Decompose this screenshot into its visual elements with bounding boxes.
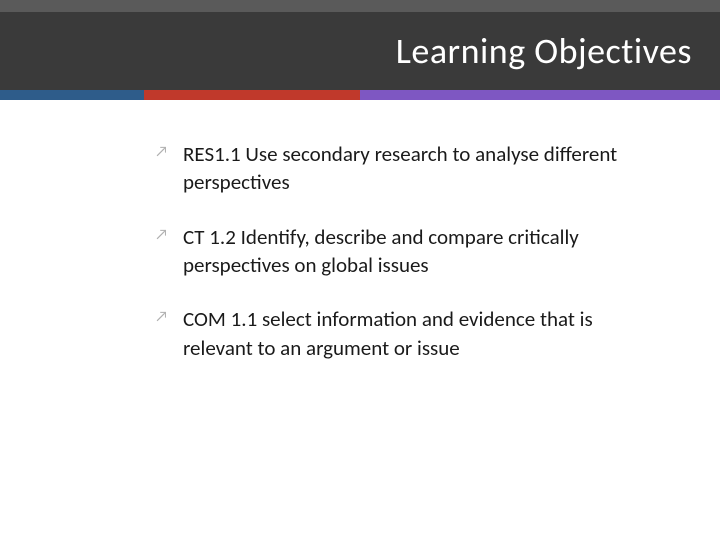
slide-content: RES1.1 Use secondary research to analyse… (0, 100, 720, 362)
objectives-list: RES1.1 Use secondary research to analyse… (155, 140, 660, 362)
accent-segment-2 (144, 90, 360, 100)
list-item: RES1.1 Use secondary research to analyse… (155, 140, 660, 197)
slide-header: Learning Objectives (0, 0, 720, 100)
accent-segment-1 (0, 90, 144, 100)
title-bar: Learning Objectives (0, 12, 720, 90)
slide-title: Learning Objectives (396, 29, 692, 73)
accent-segment-3 (360, 90, 720, 100)
list-item: CT 1.2 Identify, describe and compare cr… (155, 223, 660, 280)
list-item: COM 1.1 select information and evidence … (155, 305, 660, 362)
top-accent-bar (0, 0, 720, 12)
accent-strip (0, 90, 720, 100)
